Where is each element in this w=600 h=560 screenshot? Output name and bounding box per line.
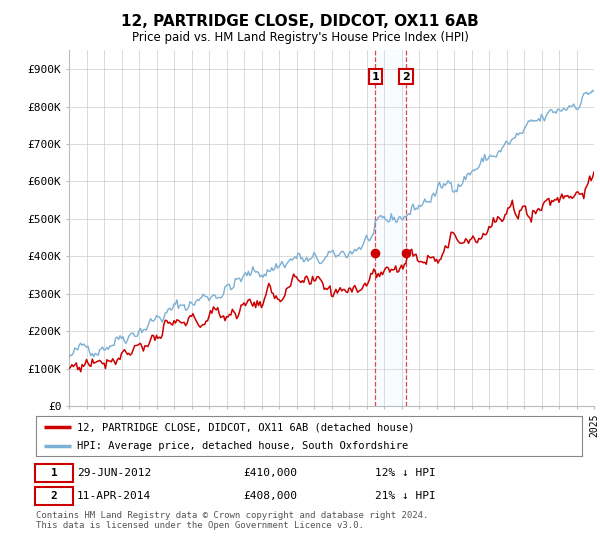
Text: 11-APR-2014: 11-APR-2014: [77, 491, 151, 501]
Text: 2: 2: [402, 72, 410, 82]
Text: 1: 1: [50, 468, 58, 478]
Text: 21% ↓ HPI: 21% ↓ HPI: [374, 491, 435, 501]
Text: HPI: Average price, detached house, South Oxfordshire: HPI: Average price, detached house, Sout…: [77, 441, 408, 451]
Bar: [375, 50, 406, 406]
Text: £408,000: £408,000: [244, 491, 298, 501]
FancyBboxPatch shape: [35, 487, 73, 505]
Text: £410,000: £410,000: [244, 468, 298, 478]
Text: Price paid vs. HM Land Registry's House Price Index (HPI): Price paid vs. HM Land Registry's House …: [131, 31, 469, 44]
Text: 12, PARTRIDGE CLOSE, DIDCOT, OX11 6AB: 12, PARTRIDGE CLOSE, DIDCOT, OX11 6AB: [121, 14, 479, 29]
Text: 12% ↓ HPI: 12% ↓ HPI: [374, 468, 435, 478]
Text: 12, PARTRIDGE CLOSE, DIDCOT, OX11 6AB (detached house): 12, PARTRIDGE CLOSE, DIDCOT, OX11 6AB (d…: [77, 422, 415, 432]
Text: 2: 2: [50, 491, 58, 501]
Text: Contains HM Land Registry data © Crown copyright and database right 2024.
This d: Contains HM Land Registry data © Crown c…: [36, 511, 428, 530]
FancyBboxPatch shape: [35, 464, 73, 482]
Text: 1: 1: [371, 72, 379, 82]
Text: 29-JUN-2012: 29-JUN-2012: [77, 468, 151, 478]
